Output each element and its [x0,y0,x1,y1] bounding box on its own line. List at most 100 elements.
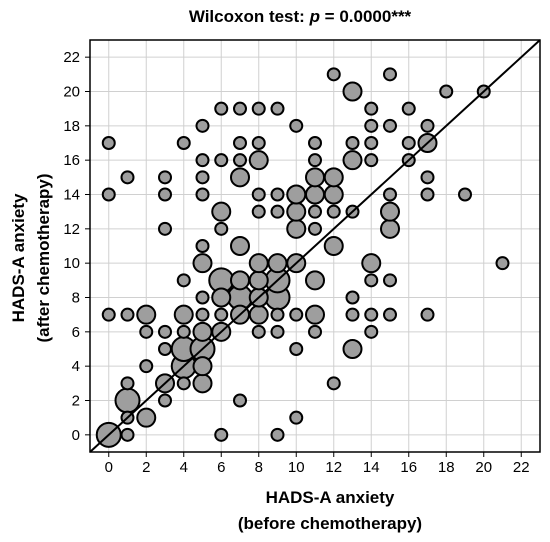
data-point [323,167,344,188]
data-point [176,324,191,339]
data-point [139,359,154,374]
data-point [308,324,322,339]
data-point [361,253,382,274]
data-point [420,307,435,322]
data-point [101,136,116,150]
data-point [401,101,416,116]
data-point [195,187,210,202]
data-point [120,307,135,322]
y-tick-label: 12 [63,221,80,238]
data-point [305,184,325,205]
data-point [420,187,435,202]
data-point [289,307,304,322]
data-point [286,201,307,222]
data-point [383,307,397,322]
x-tick-label: 8 [255,459,263,476]
data-point [120,376,135,391]
data-point [136,407,157,428]
data-point [158,324,172,339]
x-tick-label: 12 [325,459,342,476]
x-tick-label: 0 [105,459,113,476]
data-point [342,81,363,102]
data-point [214,153,229,168]
x-axis-title-line2: (before chemotherapy) [238,514,422,533]
chart-title: Wilcoxon test: p = 0.0000*** [189,7,412,26]
data-point [326,204,341,219]
data-point [192,373,213,394]
data-point [176,136,191,150]
data-point [308,136,322,150]
data-point [380,201,400,222]
data-point [248,270,269,291]
data-point [251,136,266,150]
data-point [158,342,172,356]
data-point [305,304,325,325]
y-tick-label: 18 [63,118,80,135]
data-point [158,393,172,408]
data-point [270,204,285,219]
data-point [439,84,454,99]
x-tick-label: 2 [142,459,150,476]
data-point [420,118,435,133]
data-point [270,427,285,442]
y-tick-label: 14 [63,187,80,204]
data-point [248,304,269,325]
y-tick-label: 2 [72,393,80,410]
data-point [251,101,266,116]
data-point [233,393,247,408]
data-point [230,167,250,188]
data-point [323,236,344,256]
y-tick-label: 8 [72,290,80,307]
data-point [192,321,213,342]
data-point [195,307,210,322]
data-point [136,304,157,325]
data-point [230,236,250,256]
data-point [364,153,379,168]
data-point [323,184,344,205]
y-axis-title-line1: HADS-A anxiety [9,193,28,322]
data-point [233,136,247,150]
data-point [214,427,229,442]
x-tick-label: 4 [180,459,188,476]
data-point [101,187,116,202]
plot-area: 0 2 4 6 8 10 12 14 16 18 20 22 0 2 4 6 8 10 12 14 16 18 20 22 [63,39,541,476]
data-point [192,356,213,377]
x-tick-label: 10 [288,459,305,476]
data-point [195,118,210,133]
data-point [195,239,210,253]
y-tick-label: 4 [72,358,80,375]
data-point [158,170,172,185]
data-point [270,307,285,322]
data-point [383,187,397,202]
data-point [308,153,322,168]
data-point [342,339,363,359]
data-point [364,101,379,116]
data-point [248,253,269,274]
data-point [176,273,191,288]
data-point [289,118,304,133]
data-point [211,201,232,222]
data-point [158,187,172,202]
y-tick-label: 22 [63,49,80,66]
data-point [383,273,397,288]
y-tick-label: 20 [63,84,80,101]
data-point [364,307,379,322]
data-point [251,324,266,339]
data-point [211,287,232,308]
data-point [139,324,154,339]
data-point [195,153,210,168]
data-point [364,324,379,339]
data-point [195,170,210,185]
x-tick-label: 14 [363,459,380,476]
data-point [326,67,341,82]
data-point [401,136,416,150]
data-point [173,304,194,325]
data-point [345,290,360,305]
data-point [233,153,247,168]
data-point [364,118,379,133]
data-point [248,150,269,171]
data-point [270,101,285,116]
y-tick-label: 0 [72,427,80,444]
data-point [383,67,397,82]
